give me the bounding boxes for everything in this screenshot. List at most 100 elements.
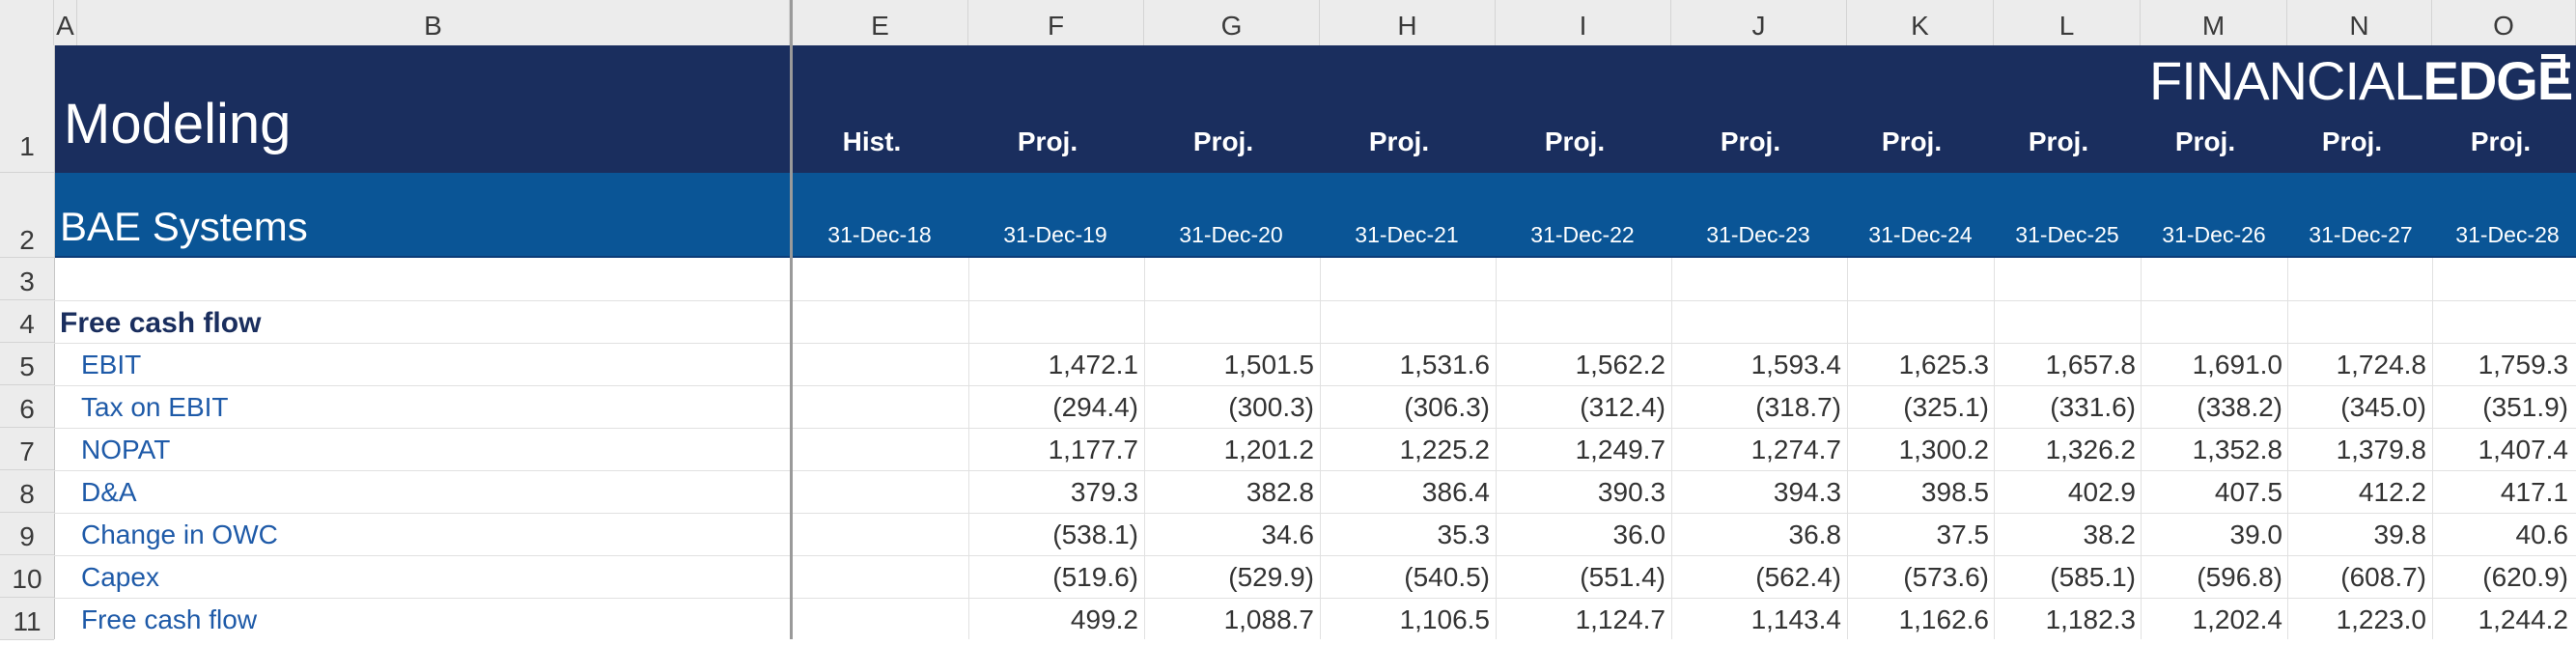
- value-cell-g[interactable]: 1,201.2: [1223, 435, 1314, 464]
- value-cell-n[interactable]: 1,724.8: [2336, 350, 2426, 379]
- company-name[interactable]: BAE Systems: [60, 204, 308, 249]
- value-cell-m[interactable]: 1,352.8: [2192, 435, 2282, 464]
- value-cell-l[interactable]: 1,182.3: [2045, 604, 2136, 634]
- row-header-7[interactable]: 7: [0, 428, 54, 470]
- period-date-e[interactable]: 31-Dec-18: [827, 222, 932, 247]
- value-cell-k[interactable]: 398.5: [1920, 477, 1989, 507]
- value-cell-f[interactable]: (538.1): [1052, 520, 1138, 549]
- column-header-n[interactable]: N: [2287, 0, 2432, 45]
- period-type-f[interactable]: Proj.: [1017, 126, 1078, 156]
- column-header-a[interactable]: A: [54, 0, 77, 45]
- value-cell-j[interactable]: 1,593.4: [1750, 350, 1841, 379]
- value-cell-h[interactable]: (306.3): [1404, 392, 1490, 422]
- line-label-free-cash-flow[interactable]: Free cash flow: [81, 604, 258, 634]
- row-header-6[interactable]: 6: [0, 385, 54, 428]
- model-title[interactable]: Modeling: [64, 93, 292, 155]
- value-cell-g[interactable]: 1,501.5: [1223, 350, 1314, 379]
- period-type-o[interactable]: Proj.: [2470, 126, 2532, 156]
- period-date-m[interactable]: 31-Dec-26: [2162, 222, 2266, 247]
- value-cell-n[interactable]: (345.0): [2340, 392, 2426, 422]
- value-cell-j[interactable]: 1,143.4: [1750, 604, 1841, 634]
- value-cell-f[interactable]: 499.2: [1070, 604, 1138, 634]
- line-label-nopat[interactable]: NOPAT: [81, 435, 171, 464]
- value-cell-o[interactable]: 1,407.4: [2478, 435, 2568, 464]
- period-type-l[interactable]: Proj.: [2028, 126, 2089, 156]
- value-cell-i[interactable]: 1,124.7: [1575, 604, 1666, 634]
- value-cell-i[interactable]: (312.4): [1580, 392, 1666, 422]
- value-cell-m[interactable]: 1,202.4: [2192, 604, 2282, 634]
- period-date-l[interactable]: 31-Dec-25: [2015, 222, 2119, 247]
- value-cell-f[interactable]: (294.4): [1052, 392, 1138, 422]
- value-cell-g[interactable]: (529.9): [1228, 562, 1314, 592]
- column-header-m[interactable]: M: [2141, 0, 2287, 45]
- row-header-2[interactable]: 2: [0, 173, 54, 258]
- value-cell-l[interactable]: 402.9: [2067, 477, 2136, 507]
- value-cell-m[interactable]: 1,691.0: [2192, 350, 2282, 379]
- column-header-e[interactable]: E: [793, 0, 968, 45]
- value-cell-o[interactable]: (620.9): [2482, 562, 2568, 592]
- row-header-11[interactable]: 11: [0, 598, 54, 640]
- value-cell-h[interactable]: 35.3: [1437, 520, 1491, 549]
- value-cell-o[interactable]: 1,759.3: [2478, 350, 2568, 379]
- value-cell-l[interactable]: (331.6): [2050, 392, 2136, 422]
- value-cell-j[interactable]: 1,274.7: [1750, 435, 1841, 464]
- value-cell-g[interactable]: (300.3): [1228, 392, 1314, 422]
- section-title[interactable]: Free cash flow: [60, 307, 262, 339]
- column-header-j[interactable]: J: [1671, 0, 1847, 45]
- period-type-g[interactable]: Proj.: [1192, 126, 1254, 156]
- row-header-5[interactable]: 5: [0, 343, 54, 385]
- value-cell-i[interactable]: 1,562.2: [1575, 350, 1666, 379]
- value-cell-k[interactable]: 1,300.2: [1898, 435, 1989, 464]
- value-cell-m[interactable]: 407.5: [2214, 477, 2282, 507]
- row-header-8[interactable]: 8: [0, 470, 54, 513]
- value-cell-f[interactable]: (519.6): [1052, 562, 1138, 592]
- value-cell-m[interactable]: 39.0: [2229, 520, 2283, 549]
- value-cell-i[interactable]: 390.3: [1597, 477, 1666, 507]
- period-date-h[interactable]: 31-Dec-21: [1355, 222, 1459, 247]
- value-cell-g[interactable]: 34.6: [1261, 520, 1315, 549]
- value-cell-k[interactable]: 1,625.3: [1898, 350, 1989, 379]
- value-cell-o[interactable]: 40.6: [2515, 520, 2569, 549]
- row-header-3[interactable]: 3: [0, 258, 54, 300]
- period-type-j[interactable]: Proj.: [1720, 126, 1781, 156]
- line-label-ebit[interactable]: EBIT: [81, 350, 142, 379]
- value-cell-i[interactable]: 36.0: [1612, 520, 1666, 549]
- period-type-m[interactable]: Proj.: [2174, 126, 2236, 156]
- period-date-k[interactable]: 31-Dec-24: [1868, 222, 1973, 247]
- value-cell-h[interactable]: 1,531.6: [1399, 350, 1490, 379]
- value-cell-k[interactable]: (325.1): [1903, 392, 1989, 422]
- period-type-h[interactable]: Proj.: [1368, 126, 1430, 156]
- value-cell-n[interactable]: (608.7): [2340, 562, 2426, 592]
- value-cell-j[interactable]: 36.8: [1788, 520, 1842, 549]
- period-type-k[interactable]: Proj.: [1881, 126, 1943, 156]
- period-date-o[interactable]: 31-Dec-28: [2455, 222, 2560, 247]
- line-label-capex[interactable]: Capex: [81, 562, 159, 592]
- period-date-g[interactable]: 31-Dec-20: [1179, 222, 1283, 247]
- value-cell-m[interactable]: (338.2): [2197, 392, 2282, 422]
- value-cell-f[interactable]: 1,177.7: [1048, 435, 1138, 464]
- value-cell-l[interactable]: 38.2: [2083, 520, 2137, 549]
- period-type-n[interactable]: Proj.: [2321, 126, 2383, 156]
- value-cell-j[interactable]: 394.3: [1773, 477, 1841, 507]
- value-cell-m[interactable]: (596.8): [2197, 562, 2282, 592]
- period-date-f[interactable]: 31-Dec-19: [1003, 222, 1107, 247]
- value-cell-h[interactable]: 1,225.2: [1399, 435, 1490, 464]
- value-cell-j[interactable]: (318.7): [1755, 392, 1841, 422]
- value-cell-i[interactable]: 1,249.7: [1575, 435, 1666, 464]
- value-cell-g[interactable]: 382.8: [1246, 477, 1314, 507]
- period-type-e[interactable]: Hist.: [842, 126, 902, 156]
- period-date-i[interactable]: 31-Dec-22: [1530, 222, 1635, 247]
- value-cell-k[interactable]: (573.6): [1903, 562, 1989, 592]
- column-header-h[interactable]: H: [1320, 0, 1496, 45]
- column-header-f[interactable]: F: [968, 0, 1144, 45]
- line-label-change-in-owc[interactable]: Change in OWC: [81, 520, 278, 549]
- column-header-b[interactable]: B: [77, 0, 790, 45]
- column-header-k[interactable]: K: [1847, 0, 1994, 45]
- value-cell-h[interactable]: 386.4: [1421, 477, 1490, 507]
- value-cell-o[interactable]: (351.9): [2482, 392, 2568, 422]
- value-cell-k[interactable]: 37.5: [1936, 520, 1990, 549]
- row-header-4[interactable]: 4: [0, 300, 54, 343]
- column-header-l[interactable]: L: [1994, 0, 2141, 45]
- value-cell-n[interactable]: 39.8: [2373, 520, 2427, 549]
- row-header-9[interactable]: 9: [0, 513, 54, 555]
